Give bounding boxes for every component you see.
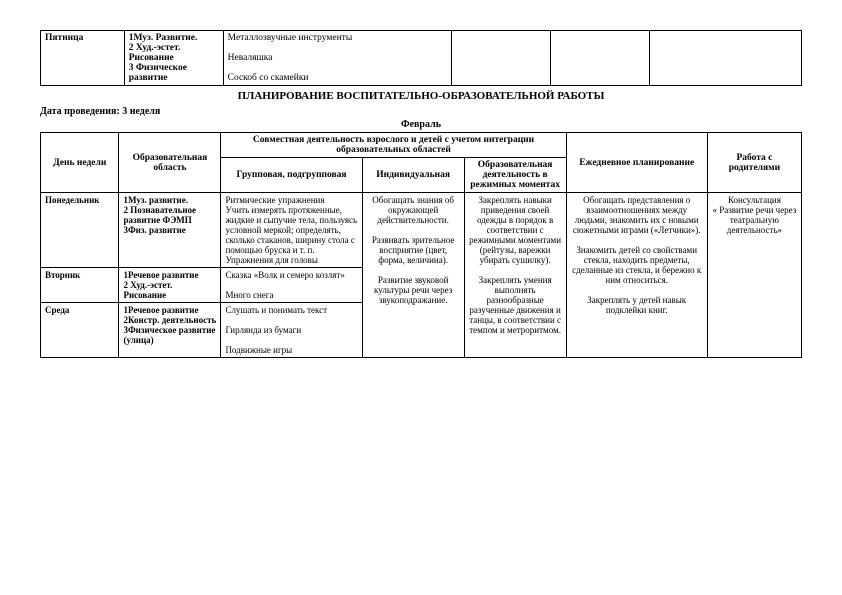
hdr-parents: Работа с родителями — [707, 133, 801, 193]
top-day: Пятница — [41, 31, 125, 86]
main-table: День недели Образовательная область Совм… — [40, 132, 802, 358]
page-title: ПЛАНИРОВАНИЕ ВОСПИТАТЕЛЬНО-ОБРАЗОВАТЕЛЬН… — [40, 90, 802, 102]
hdr-joint: Совместная деятельность взрослого и дете… — [221, 133, 566, 158]
row-group-0: Ритмические упражненияУчить измерять про… — [221, 193, 362, 268]
row-day-1: Вторник — [41, 268, 119, 303]
col-reg: Закреплять навыки приведения своей одежд… — [464, 193, 566, 358]
row-group-2: Слушать и понимать текст Гирлянда из бум… — [221, 303, 362, 358]
month-label: Февраль — [40, 119, 802, 130]
col-indiv: Обогащать знания об окружающей действите… — [362, 193, 464, 358]
row-day-0: Понедельник — [41, 193, 119, 268]
top-empty3 — [649, 31, 801, 86]
top-empty2 — [550, 31, 649, 86]
hdr-group: Групповая, подгрупповая — [221, 158, 362, 193]
hdr-area: Образовательная область — [119, 133, 221, 193]
top-table: Пятница 1Муз. Развитие.2 Худ.-эстет. Рис… — [40, 30, 802, 86]
col-daily: Обогащать представления о взаимоотношени… — [566, 193, 707, 358]
row-area-2: 1Речевое развитие2Констр. деятельность3Ф… — [119, 303, 221, 358]
row-area-0: 1Муз. развитие.2 Познавательное развитие… — [119, 193, 221, 268]
row-area-1: 1Речевое развитие2 Худ.-эстет. Рисование — [119, 268, 221, 303]
hdr-reg: Образовательная деятельность в режимных … — [464, 158, 566, 193]
hdr-day: День недели — [41, 133, 119, 193]
top-areas: 1Муз. Развитие.2 Худ.-эстет. Рисование3 … — [124, 31, 223, 86]
hdr-daily: Ежедневное планирование — [566, 133, 707, 193]
row-group-1: Сказка «Волк и семеро козлят» Много снег… — [221, 268, 362, 303]
top-group: Металлозвучные инструменты Неваляшка Сос… — [223, 31, 451, 86]
row-day-2: Среда — [41, 303, 119, 358]
col-parents: Консультация« Развитие речи через театра… — [707, 193, 801, 358]
date-line: Дата проведения: 3 неделя — [40, 106, 802, 117]
top-empty1 — [451, 31, 550, 86]
hdr-indiv: Индивидуальная — [362, 158, 464, 193]
